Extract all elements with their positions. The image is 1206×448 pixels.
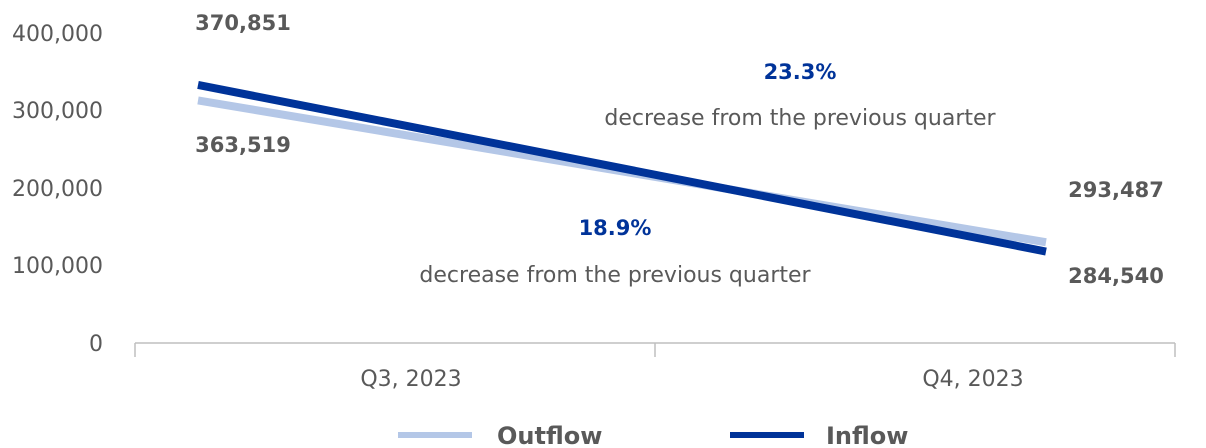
data-label-outflow-q3: 363,519: [195, 133, 291, 157]
data-label-outflow-q4: 293,487: [1068, 178, 1164, 202]
y-tick-label: 0: [89, 332, 103, 357]
y-axis-ticks: 0 100,000 200,000 300,000 400,000: [12, 22, 103, 357]
legend-label-inflow: Inflow: [826, 422, 908, 448]
legend: Outflow Inflow: [398, 422, 908, 448]
x-tick-label: Q4, 2023: [922, 367, 1023, 392]
y-tick-label: 100,000: [12, 254, 103, 279]
y-tick-label: 300,000: [12, 99, 103, 124]
series-line-inflow: [197, 81, 1047, 256]
data-label-inflow-q4: 284,540: [1068, 264, 1164, 288]
legend-label-outflow: Outflow: [497, 422, 602, 448]
annotation-text: decrease from the previous quarter: [604, 106, 996, 131]
y-tick-label: 400,000: [12, 22, 103, 47]
x-axis: Q3, 2023 Q4, 2023: [134, 342, 1176, 392]
annotation-text: decrease from the previous quarter: [419, 263, 811, 288]
annotation-percent: 18.9%: [579, 216, 652, 240]
x-tick-label: Q3, 2023: [360, 367, 461, 392]
annotation-percent: 23.3%: [764, 60, 837, 84]
y-tick-label: 200,000: [12, 177, 103, 202]
data-label-inflow-q3: 370,851: [195, 11, 291, 35]
